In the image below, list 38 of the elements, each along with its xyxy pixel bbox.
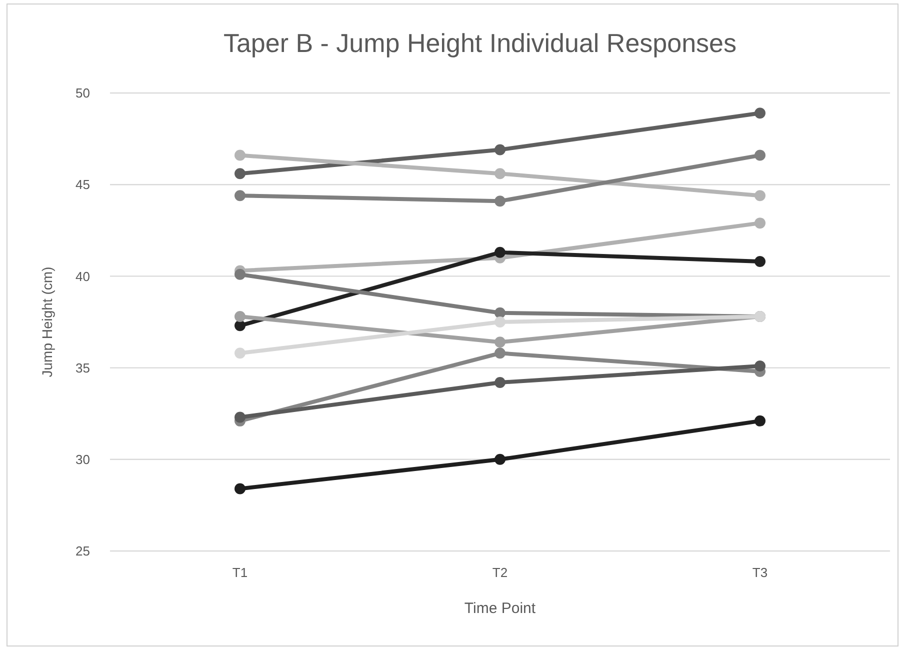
point <box>234 168 246 180</box>
point <box>754 256 766 268</box>
point <box>754 150 766 161</box>
point <box>234 348 246 359</box>
point <box>494 196 506 207</box>
y-tick-label: 45 <box>76 177 90 192</box>
point <box>234 190 246 202</box>
point <box>234 268 246 280</box>
point <box>234 311 246 322</box>
y-tick-label: 35 <box>76 360 90 376</box>
chart-title: Taper B - Jump Height Individual Responses <box>223 28 737 58</box>
point <box>754 415 766 426</box>
point <box>494 168 506 180</box>
x-tick-label: T3 <box>752 565 768 580</box>
y-tick-label: 25 <box>76 544 90 559</box>
point <box>494 454 506 465</box>
y-tick-label: 30 <box>76 452 90 467</box>
point <box>234 150 246 161</box>
point <box>494 348 506 359</box>
y-axis-title: Jump Height (cm) <box>39 266 55 378</box>
point <box>754 218 766 229</box>
point <box>234 320 246 332</box>
point <box>754 108 766 119</box>
point <box>754 190 766 202</box>
y-tick-label: 40 <box>76 268 90 284</box>
point <box>234 412 246 423</box>
point <box>754 360 766 372</box>
x-tick-label: T1 <box>232 565 248 580</box>
point <box>494 246 506 258</box>
point <box>494 144 506 156</box>
point <box>234 483 246 494</box>
point <box>494 307 506 318</box>
x-axis-title: Time Point <box>464 600 536 617</box>
point <box>494 336 506 348</box>
point <box>494 316 506 328</box>
x-tick-label: T2 <box>492 565 508 580</box>
y-tick-label: 50 <box>76 86 90 101</box>
point <box>494 376 506 388</box>
